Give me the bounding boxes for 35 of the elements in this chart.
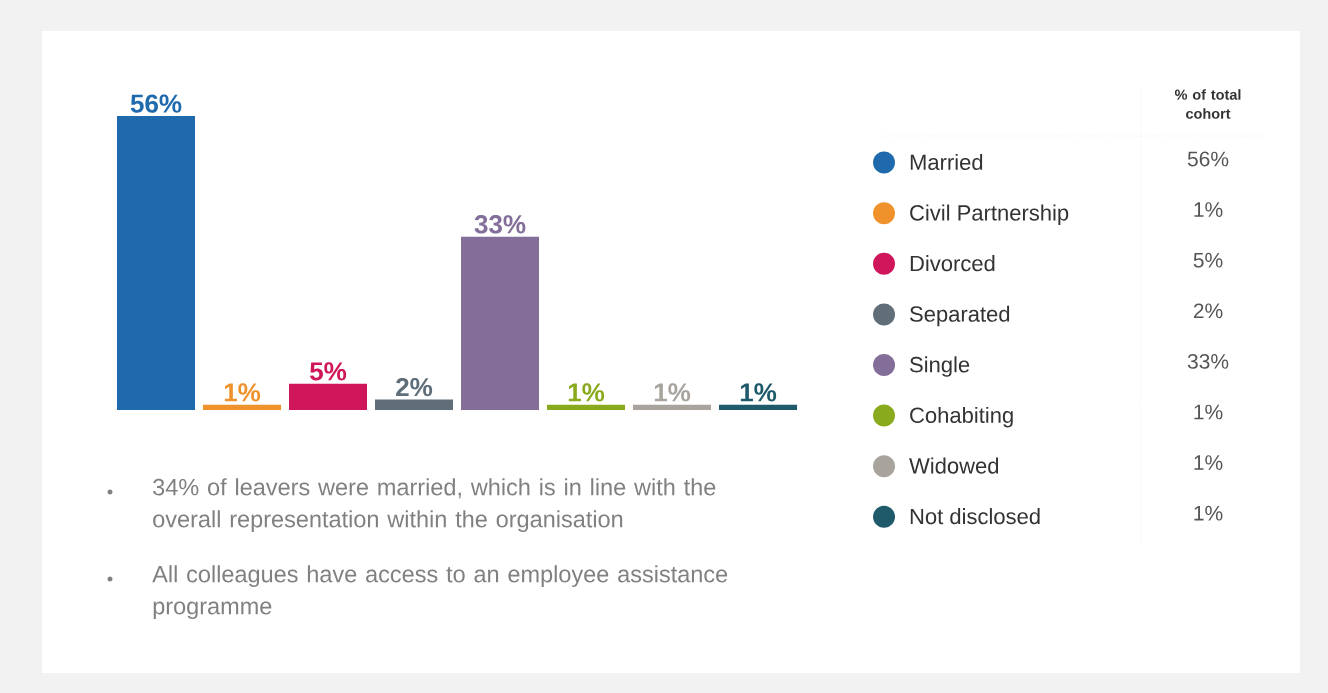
text: 34% of leavers were married, which is in line with the overall representation within the organisation [153,478,716,533]
text: 5% [1193,252,1223,268]
bar [547,404,626,410]
legend-label: Widowed [909,457,999,474]
data-label: 2% [396,377,433,397]
legend-label: Civil Partnership [910,204,1069,225]
text: 33% [1187,353,1229,369]
data-label: 1% [740,383,777,402]
text: 56% [1187,151,1229,167]
bar [375,399,454,410]
text: All colleagues have access to an employee assistance programme [152,565,728,620]
bar [117,115,196,410]
data-label: 1% [568,383,605,402]
text: 1% [1194,455,1223,470]
legend-label: Single [910,356,970,377]
data-label: 33% [474,215,526,234]
data-label: 5% [310,362,347,381]
text: 1% [1194,505,1223,521]
legend-label: Cohabiting [910,406,1013,428]
data-label: 56% [130,94,182,113]
text: 2% [1193,303,1223,319]
legend-label: Separated [910,305,1010,327]
text: 1% [1194,404,1223,420]
bar [289,383,368,410]
legend-label: Not disclosed [910,508,1040,525]
legend-title: % of total cohort [1174,89,1241,119]
bar [203,404,282,410]
bar [633,404,712,410]
data-label: 1% [654,383,691,402]
data-label: 1% [224,383,261,402]
legend-label: Divorced [910,255,995,272]
text: 1% [1194,202,1223,217]
legend-label: Married [910,153,983,171]
bar [719,404,798,410]
bar [461,236,540,410]
